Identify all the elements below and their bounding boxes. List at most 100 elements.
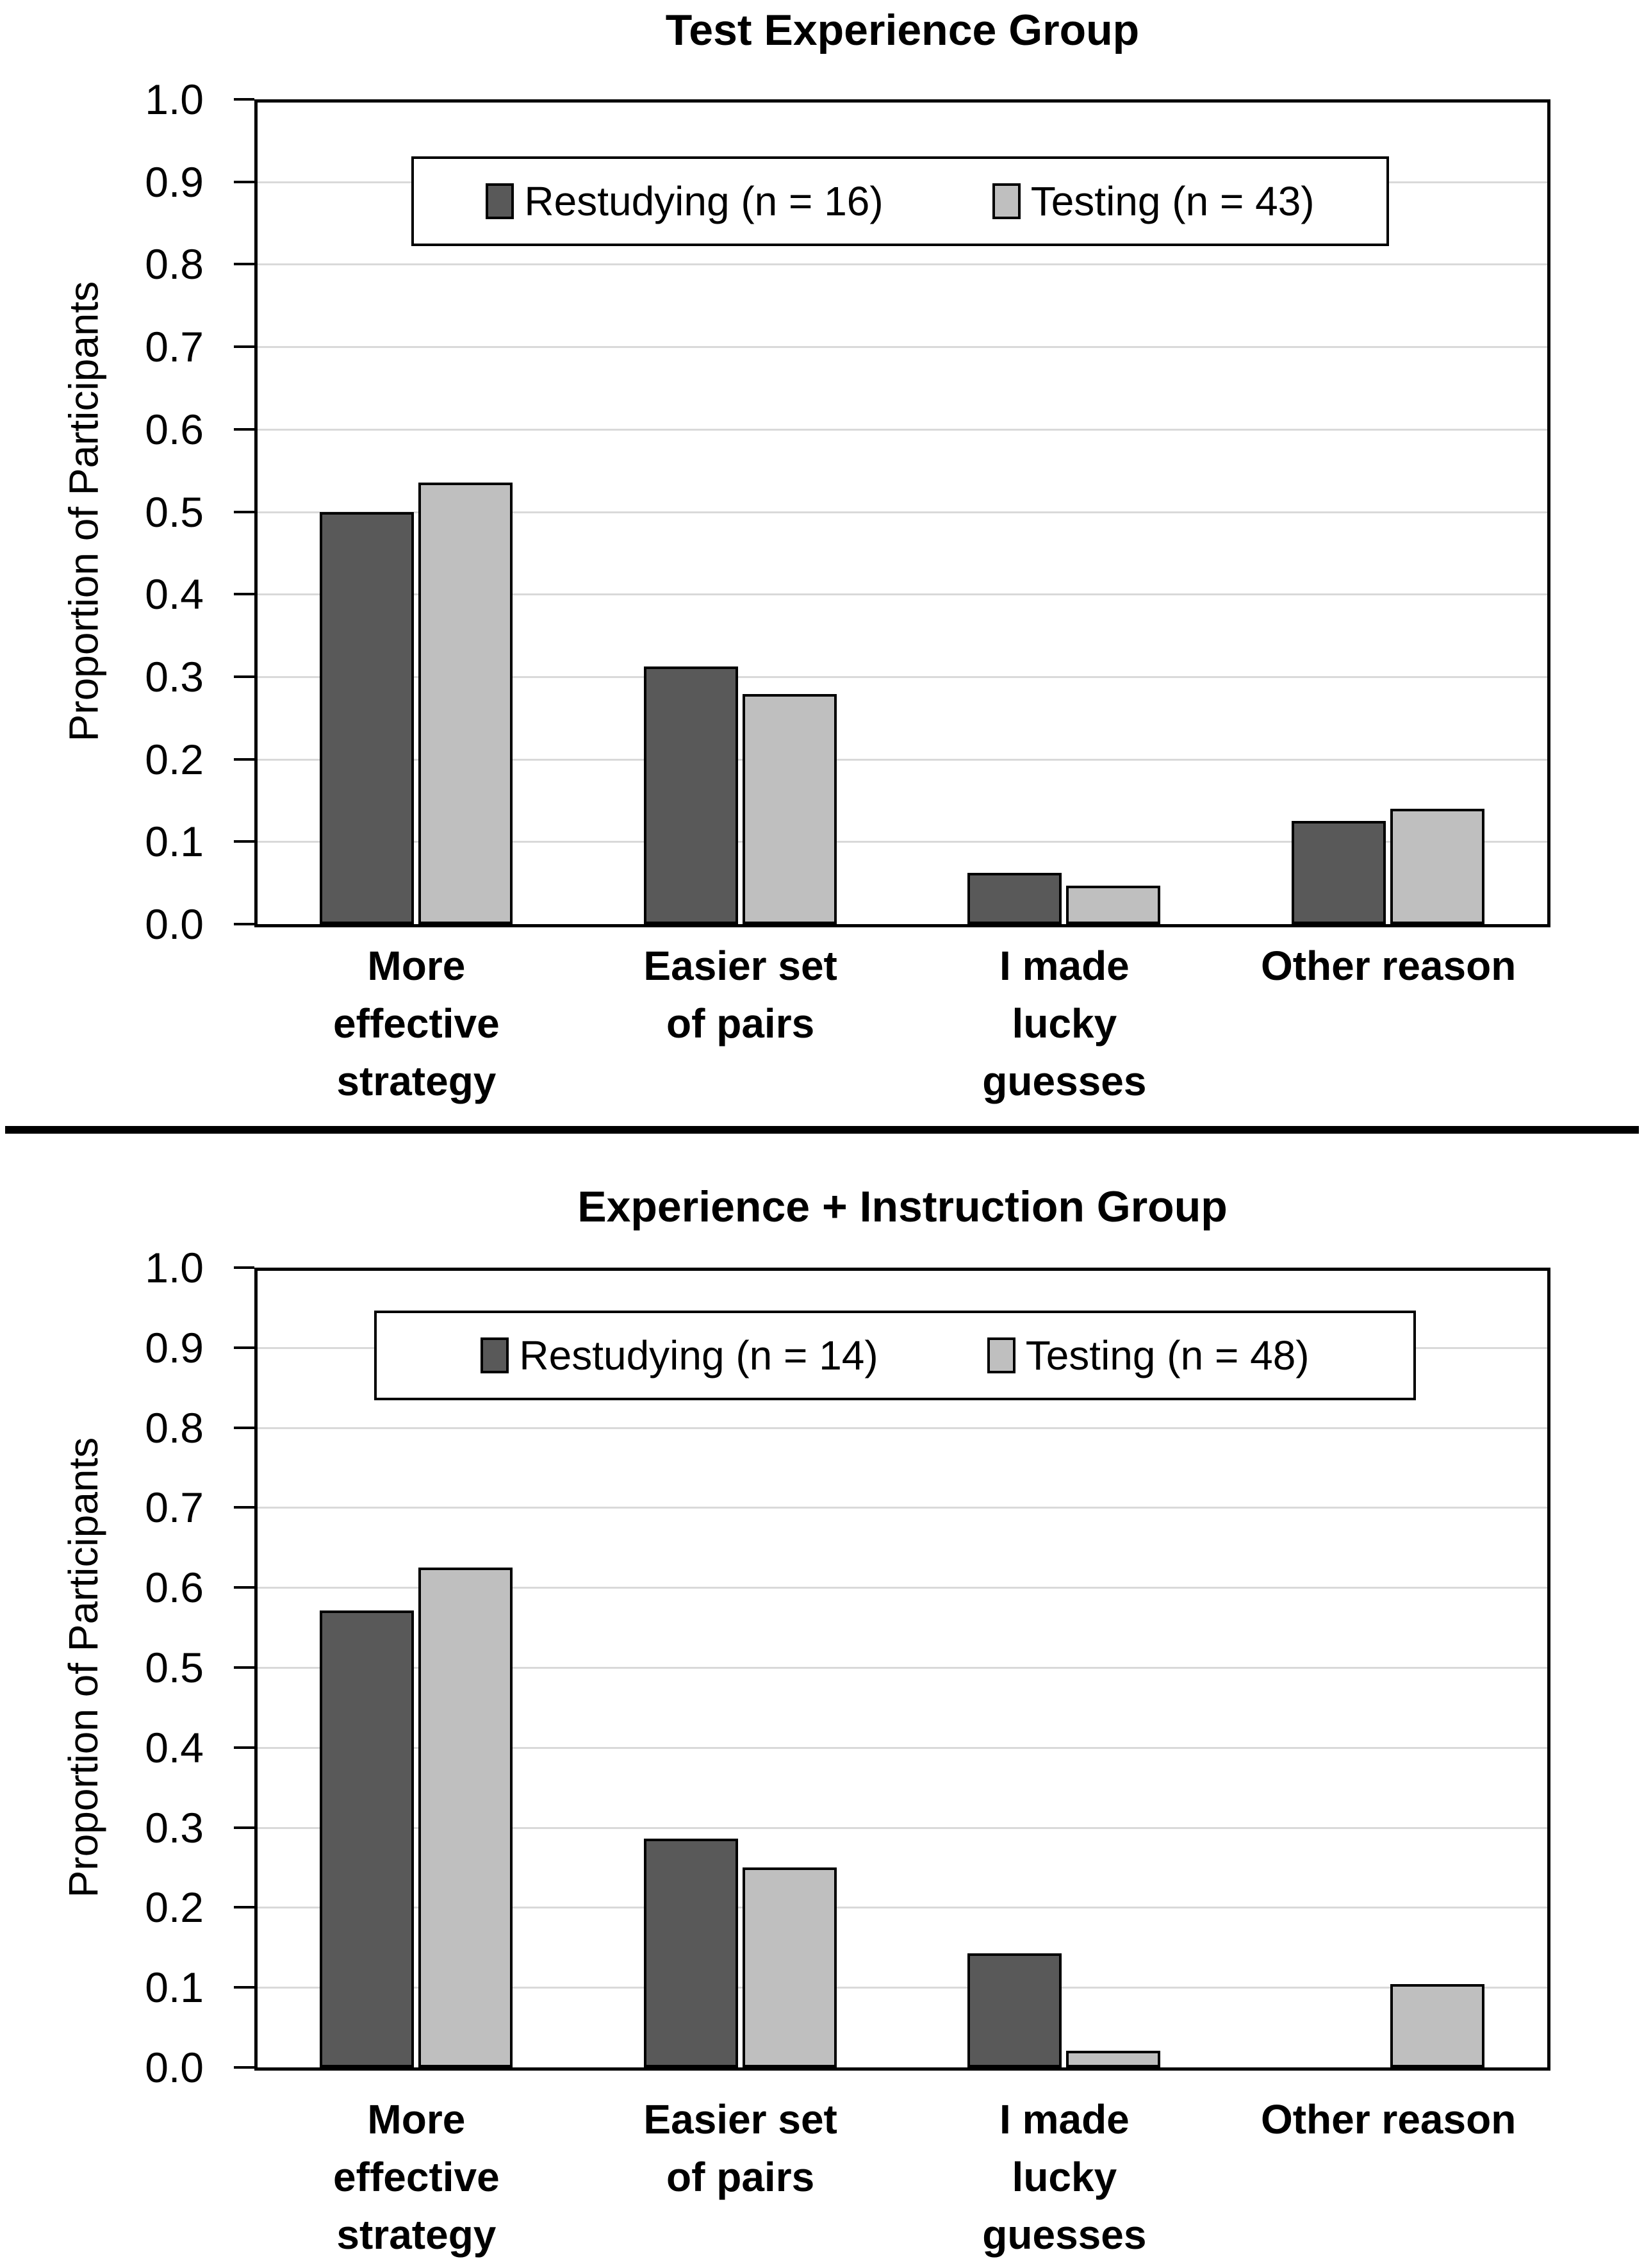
y-tick-label-0.2: 0.2	[145, 735, 204, 783]
bar-testing-more-effective-strategy	[418, 483, 513, 924]
chart-title: Test Experience Group	[665, 6, 1140, 54]
legend-swatch-restudying	[486, 183, 514, 219]
category-label-line: Other reason	[1260, 2096, 1517, 2142]
category-label-line: strategy	[336, 2212, 497, 2258]
category-label-other-reason: Other reason	[1235, 2090, 1542, 2148]
gridline-0.9	[257, 181, 1548, 183]
legend-label: Restudying (n = 16)	[524, 178, 884, 224]
category-label-line: of pairs	[666, 1000, 815, 1047]
category-label-line: Easier set	[643, 2096, 837, 2142]
gridline-0.4	[257, 1746, 1548, 1749]
gridline-0.9	[257, 1346, 1548, 1349]
legend-label: Testing (n = 48)	[1025, 1332, 1310, 1378]
legend: Restudying (n = 16) Testing (n = 43)	[411, 156, 1389, 246]
bar-restudying-other-reason	[1292, 821, 1386, 924]
category-label-more-effective-strategy: More effective strategy	[263, 2090, 570, 2264]
bar-testing-more-effective-strategy	[418, 1568, 513, 2067]
category-label-line: guesses	[982, 2212, 1147, 2258]
bar-testing-easier-set-of-pairs	[742, 1867, 837, 2067]
gridline-0.8	[257, 1427, 1548, 1429]
y-tick-mark-0.9	[234, 180, 254, 183]
plot-area	[254, 99, 1550, 927]
y-tick-label-0.4: 0.4	[145, 570, 204, 618]
category-label-line: More	[367, 943, 466, 989]
bar-restudying-more-effective-strategy	[319, 511, 414, 924]
bar-testing-other-reason	[1390, 808, 1485, 924]
category-label-line: More	[367, 2096, 466, 2142]
y-tick-mark-0.4	[234, 593, 254, 596]
bar-testing-i-made-lucky-guesses	[1066, 2050, 1161, 2067]
y-tick-mark-0.1	[234, 1986, 254, 1989]
y-tick-label-0.8: 0.8	[145, 1403, 204, 1452]
panel-divider	[5, 1126, 1639, 1134]
gridline-0.5	[257, 511, 1548, 513]
bar-restudying-easier-set-of-pairs	[643, 666, 738, 924]
category-label-i-made-lucky-guesses: I made lucky guesses	[910, 2090, 1218, 2264]
y-tick-mark-0.5	[234, 510, 254, 513]
y-tick-mark-1.0	[234, 1266, 254, 1269]
bar-restudying-more-effective-strategy	[319, 1610, 414, 2067]
category-label-easier-set-of-pairs: Easier set of pairs	[587, 937, 894, 1052]
category-label-other-reason: Other reason	[1235, 937, 1542, 995]
y-tick-mark-0.8	[234, 263, 254, 266]
y-tick-mark-0.9	[234, 1346, 254, 1349]
y-tick-mark-0.5	[234, 1666, 254, 1669]
category-label-line: guesses	[982, 1058, 1147, 1104]
y-tick-label-0.7: 0.7	[145, 1484, 204, 1532]
gridline-0.8	[257, 263, 1548, 266]
y-tick-label-1.0: 1.0	[145, 76, 204, 123]
plot-area	[254, 1268, 1550, 2071]
category-label-line: of pairs	[666, 2154, 815, 2200]
y-tick-label-1.0: 1.0	[145, 1244, 204, 1291]
gridline-0.1	[257, 841, 1548, 843]
y-tick-mark-0.2	[234, 1906, 254, 1909]
y-tick-label-0.7: 0.7	[145, 323, 204, 371]
legend-entry-restudying: Restudying (n = 14)	[481, 1332, 878, 1379]
category-label-line: lucky	[1012, 1000, 1117, 1047]
bar-testing-easier-set-of-pairs	[742, 693, 837, 924]
bar-testing-i-made-lucky-guesses	[1066, 885, 1161, 924]
chart-title: Experience + Instruction Group	[577, 1182, 1228, 1231]
y-tick-mark-0.1	[234, 840, 254, 843]
gridline-0.7	[257, 1507, 1548, 1509]
gridline-0.1	[257, 1987, 1548, 1989]
legend-entry-testing: Testing (n = 43)	[992, 178, 1315, 225]
y-tick-label-0.6: 0.6	[145, 405, 204, 453]
legend-entry-testing: Testing (n = 48)	[987, 1332, 1310, 1379]
gridline-0.4	[257, 593, 1548, 596]
category-label-line: strategy	[336, 1058, 497, 1104]
legend-swatch-testing	[992, 183, 1021, 219]
gridline-0.2	[257, 1907, 1548, 1909]
category-label-easier-set-of-pairs: Easier set of pairs	[587, 2090, 894, 2206]
y-tick-mark-0.0	[234, 2066, 254, 2069]
gridline-0.7	[257, 346, 1548, 349]
category-label-line: effective	[333, 2154, 500, 2200]
category-label-line: I made	[999, 2096, 1130, 2142]
gridline-0.6	[257, 428, 1548, 431]
y-tick-label-0.9: 0.9	[145, 158, 204, 206]
bar-testing-other-reason	[1390, 1984, 1485, 2067]
y-tick-label-0.8: 0.8	[145, 240, 204, 288]
legend-label: Restudying (n = 14)	[519, 1332, 878, 1378]
category-label-line: Easier set	[643, 943, 837, 989]
y-tick-label-0.5: 0.5	[145, 1644, 204, 1691]
y-tick-label-0.3: 0.3	[145, 1803, 204, 1851]
gridline-0.2	[257, 758, 1548, 761]
legend-label: Testing (n = 43)	[1030, 178, 1315, 224]
gridline-0.3	[257, 675, 1548, 678]
y-tick-mark-0.3	[234, 1826, 254, 1829]
category-label-line: effective	[333, 1000, 500, 1047]
y-tick-label-0.4: 0.4	[145, 1723, 204, 1771]
y-axis-title: Proportion of Participants	[60, 281, 107, 742]
gridline-0.3	[257, 1826, 1548, 1829]
y-tick-mark-0.6	[234, 1586, 254, 1589]
gridline-0.5	[257, 1667, 1548, 1669]
y-tick-mark-0.3	[234, 675, 254, 678]
y-tick-label-0.0: 0.0	[145, 2044, 204, 2091]
category-label-more-effective-strategy: More effective strategy	[263, 937, 570, 1110]
y-tick-mark-0.8	[234, 1426, 254, 1429]
y-tick-label-0.9: 0.9	[145, 1323, 204, 1371]
